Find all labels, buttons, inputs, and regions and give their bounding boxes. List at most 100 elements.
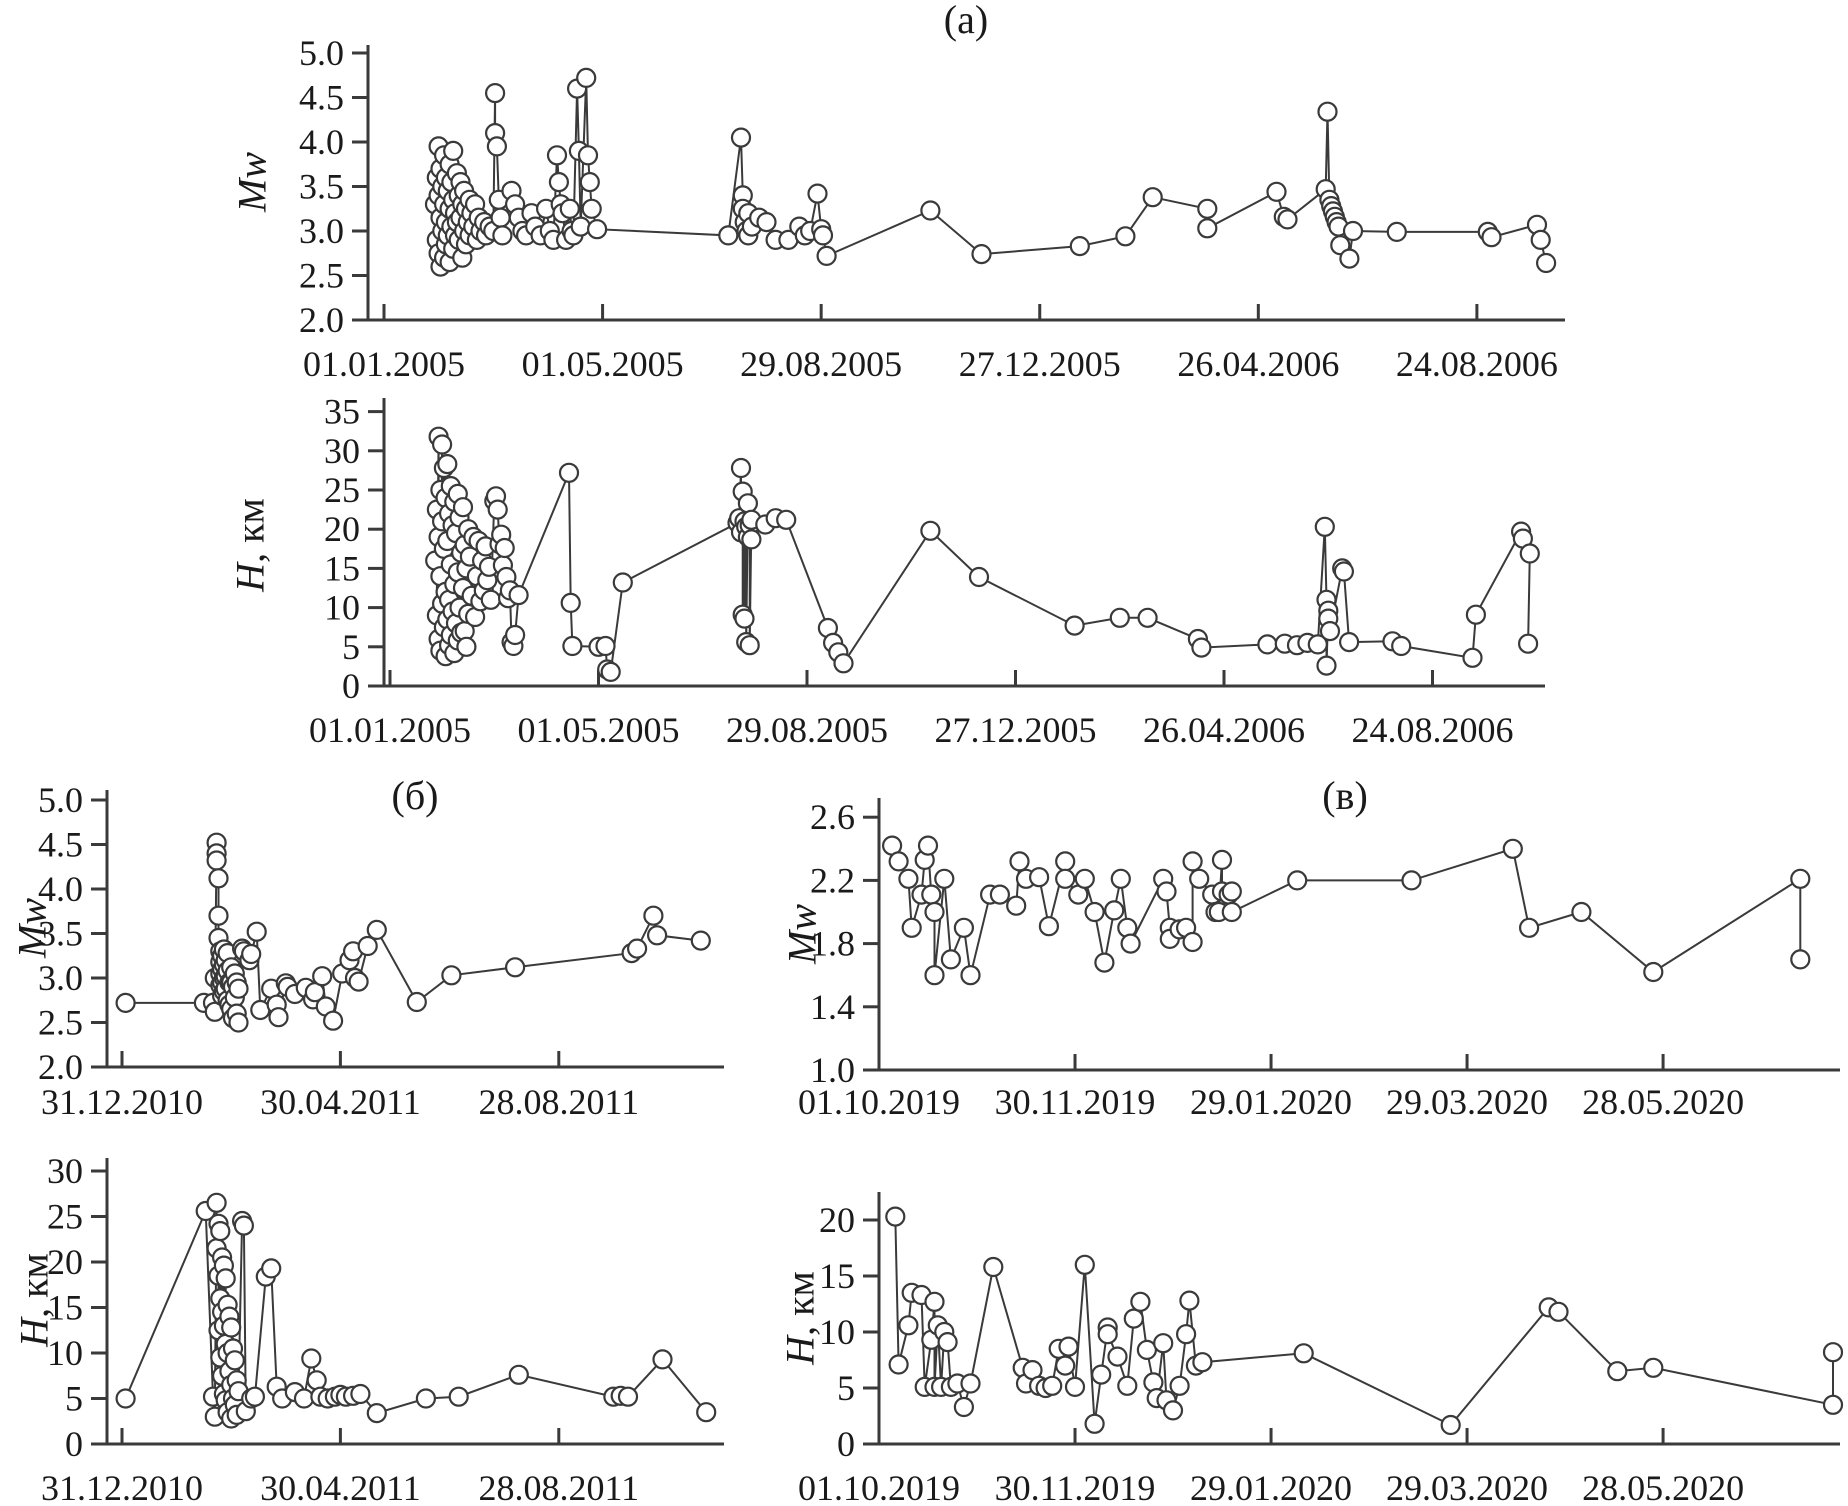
data-point — [1153, 1333, 1174, 1354]
data-point — [224, 1350, 245, 1371]
data-point — [968, 566, 990, 588]
data-point — [1197, 198, 1218, 219]
data-point — [730, 127, 752, 148]
series-markers-b_mw — [115, 832, 711, 1033]
data-point — [1175, 1324, 1197, 1345]
data-point — [1055, 851, 1076, 872]
data-point — [1257, 634, 1278, 655]
y-tick-label: 0 — [342, 666, 360, 706]
data-point — [1391, 635, 1412, 657]
data-point — [1028, 867, 1050, 888]
data-point — [312, 966, 333, 987]
data-point — [1142, 187, 1163, 208]
data-point — [115, 1388, 136, 1409]
y-tick-label: 0 — [65, 1424, 83, 1464]
data-point — [1162, 1400, 1184, 1421]
data-point — [1074, 1254, 1095, 1275]
data-point — [1009, 851, 1030, 872]
y-tick-label: 2.5 — [299, 256, 344, 296]
data-point — [1293, 1343, 1314, 1364]
data-point — [1822, 1342, 1844, 1363]
data-point — [486, 136, 507, 157]
data-point — [1548, 1301, 1569, 1322]
data-point — [215, 1268, 236, 1289]
data-point — [1535, 252, 1557, 274]
data-point — [208, 905, 229, 926]
data-point — [1120, 933, 1141, 954]
data-point — [1822, 1394, 1844, 1415]
data-point — [937, 1331, 958, 1353]
y-tick-label: 25 — [47, 1197, 83, 1237]
data-point — [953, 1396, 975, 1418]
data-point — [920, 200, 941, 221]
y-tick-label: 10 — [324, 588, 360, 628]
y-tick-label: 1.4 — [810, 987, 855, 1027]
x-tick-label: 31.12.2010 — [41, 1468, 203, 1506]
data-point — [1197, 218, 1218, 239]
data-point — [989, 884, 1011, 905]
data-point — [304, 982, 325, 1003]
y-tick-label: 25 — [324, 470, 360, 510]
data-point — [1097, 1324, 1118, 1345]
data-point — [1179, 1290, 1200, 1311]
data-point — [244, 1386, 265, 1407]
data-point — [1221, 881, 1242, 902]
data-point — [812, 225, 834, 246]
x-tick-label: 29.03.2020 — [1386, 1468, 1548, 1506]
data-point — [1342, 220, 1364, 242]
data-point — [756, 212, 777, 233]
data-point — [924, 965, 945, 986]
y-tick-label: 2.6 — [810, 797, 855, 837]
data-point — [504, 957, 526, 978]
data-point — [246, 921, 267, 942]
data-point — [1287, 870, 1308, 891]
data-point — [934, 868, 955, 889]
x-tick-label: 29.08.2005 — [740, 344, 902, 384]
data-point — [1064, 1376, 1086, 1398]
y-tick-label: 20 — [324, 509, 360, 549]
data-point — [1006, 895, 1027, 916]
data-point — [833, 653, 854, 674]
data-point — [741, 529, 762, 550]
y-tick-label: 3.5 — [38, 914, 83, 954]
data-point — [1182, 931, 1203, 953]
data-point — [233, 1215, 254, 1236]
data-point — [452, 497, 474, 518]
data-point — [1169, 1375, 1190, 1396]
data-point — [1643, 1357, 1664, 1378]
data-point — [1530, 229, 1551, 250]
data-point — [816, 245, 837, 266]
data-point — [559, 198, 580, 219]
data-point — [443, 140, 464, 161]
x-tick-label: 01.05.2005 — [522, 344, 684, 384]
panel-a-title: (а) — [943, 0, 989, 42]
y-tick-label: 5.0 — [38, 780, 83, 820]
data-point — [437, 454, 458, 475]
data-point — [558, 462, 580, 483]
y-tick-label: 0 — [837, 1424, 855, 1464]
data-point — [1192, 1352, 1213, 1373]
data-point — [228, 978, 249, 999]
y-tick-label: 15 — [47, 1288, 83, 1328]
data-point — [1084, 1413, 1105, 1434]
y-tick-label: 20 — [47, 1242, 83, 1282]
data-point — [441, 965, 462, 986]
data-point — [1339, 248, 1360, 269]
data-point — [366, 1402, 387, 1424]
y-tick-label: 4.5 — [38, 825, 83, 865]
axis-title-a-mw: Mw — [229, 152, 275, 212]
data-point — [1307, 634, 1328, 655]
y-tick-label: 2.5 — [38, 1003, 83, 1043]
data-point — [1277, 209, 1298, 230]
y-tick-label: 2.0 — [299, 300, 344, 340]
data-point — [898, 868, 919, 889]
data-point — [652, 1349, 673, 1370]
data-point — [1211, 849, 1233, 871]
data-point — [1058, 1336, 1079, 1357]
data-point — [1042, 1375, 1063, 1396]
data-point — [1462, 647, 1483, 668]
data-point — [487, 499, 508, 520]
data-point — [348, 971, 369, 992]
data-point — [1084, 901, 1105, 923]
